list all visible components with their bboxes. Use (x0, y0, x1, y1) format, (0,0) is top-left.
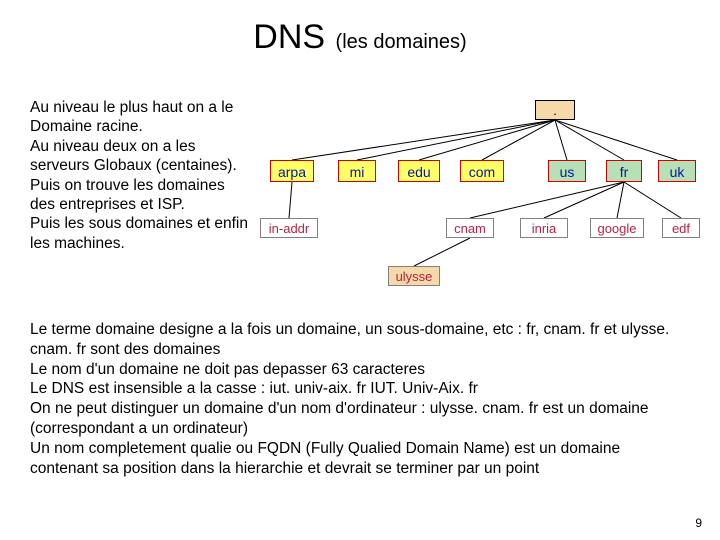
node-ulysse: ulysse (388, 266, 440, 286)
node-google: google (590, 218, 644, 238)
node-us: us (548, 160, 586, 182)
dns-tree-diagram: . arpa mieducom usfruk in-addr cnam inria googl… (260, 90, 700, 290)
page-number: 9 (695, 516, 702, 530)
node-edf: edf (662, 218, 700, 238)
node-fr: fr (606, 160, 642, 182)
body-paragraph: Le terme domaine designe a la fois un do… (30, 320, 690, 479)
node-uk: uk (658, 160, 696, 182)
title-sub: (les domaines) (336, 31, 467, 53)
title-row: DNS (les domaines) (0, 18, 720, 57)
node-edu: edu (398, 160, 440, 182)
node-mi: mi (338, 160, 376, 182)
node-arpa: arpa (270, 160, 314, 182)
intro-text: Au niveau le plus haut on a le Domaine r… (30, 98, 250, 253)
tree-edges (260, 90, 700, 290)
node-root: . (535, 100, 575, 120)
node-inaddr: in-addr (260, 218, 318, 238)
title-main: DNS (253, 18, 325, 56)
node-cnam: cnam (446, 218, 494, 238)
node-com: com (460, 160, 504, 182)
node-inria: inria (520, 218, 568, 238)
